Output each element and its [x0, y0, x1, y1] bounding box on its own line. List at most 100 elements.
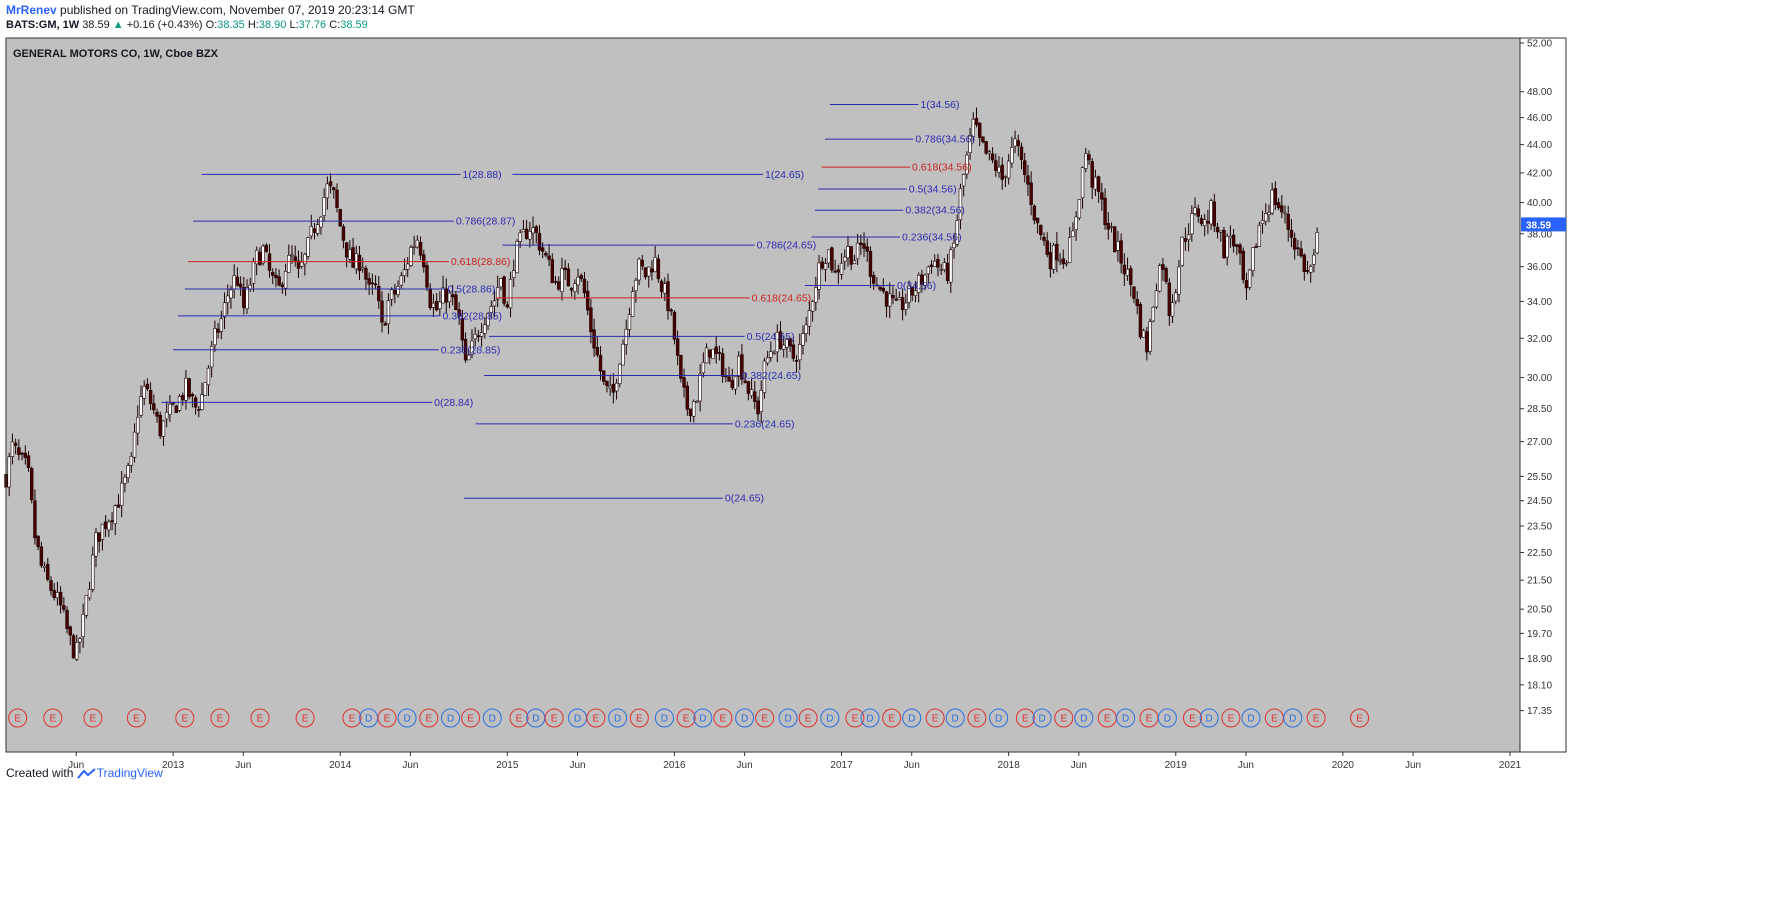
candle-body	[274, 274, 278, 279]
candle-body	[103, 521, 108, 529]
dividend-marker[interactable]: D	[397, 708, 417, 728]
earnings-marker[interactable]: E	[1015, 708, 1035, 728]
earnings-marker[interactable]: E	[461, 708, 481, 728]
y-tick-label: 40.00	[1527, 198, 1552, 209]
event-circle	[461, 708, 481, 728]
dividend-marker[interactable]: D	[654, 708, 674, 728]
dividend-marker[interactable]: D	[1199, 708, 1219, 728]
candle-body	[1109, 226, 1114, 228]
candle-body	[428, 288, 432, 309]
candle-body	[627, 314, 632, 330]
dividend-marker[interactable]: D	[482, 708, 502, 728]
earnings-marker[interactable]: E	[544, 708, 564, 728]
candle-body	[1135, 299, 1139, 306]
event-circle	[693, 708, 713, 728]
candle-body	[843, 256, 847, 262]
candle-body	[303, 253, 307, 265]
candle-body	[258, 251, 262, 266]
candle-body	[1244, 280, 1249, 289]
dividend-marker[interactable]: D	[441, 708, 461, 728]
earnings-marker[interactable]: E	[175, 708, 195, 728]
candle-body	[489, 306, 493, 313]
event-letter: E	[1356, 714, 1363, 725]
earnings-marker[interactable]: E	[377, 708, 397, 728]
candle-body	[280, 284, 285, 288]
earnings-marker[interactable]: E	[1221, 708, 1241, 728]
dividend-marker[interactable]: D	[778, 708, 798, 728]
event-circle	[1182, 708, 1202, 728]
event-letter: D	[447, 714, 454, 725]
earnings-marker[interactable]: E	[250, 708, 270, 728]
candle-body	[136, 416, 140, 434]
candle-body	[393, 289, 397, 295]
earnings-marker[interactable]: E	[43, 708, 63, 728]
earnings-marker[interactable]: E	[586, 708, 606, 728]
candle-body	[798, 344, 802, 361]
candle-body	[441, 287, 445, 304]
earnings-marker[interactable]: E	[83, 708, 103, 728]
earnings-marker[interactable]: E	[342, 708, 362, 728]
dividend-marker[interactable]: D	[693, 708, 713, 728]
dividend-marker[interactable]: D	[820, 708, 840, 728]
dividend-marker[interactable]: D	[902, 708, 922, 728]
candle-body	[794, 360, 799, 362]
dividend-marker[interactable]: D	[1283, 708, 1303, 728]
candle-body	[1180, 236, 1184, 266]
dividend-marker[interactable]: D	[989, 708, 1009, 728]
fib-level-label: 0.786(28.87)	[456, 216, 516, 228]
earnings-marker[interactable]: E	[925, 708, 945, 728]
candle-body	[235, 276, 240, 286]
earnings-marker[interactable]: E	[8, 708, 28, 728]
earnings-marker[interactable]: E	[419, 708, 439, 728]
fib-level-label: 0.618(34.56)	[912, 162, 972, 174]
earnings-marker[interactable]: E	[1350, 708, 1370, 728]
candle-body	[688, 408, 693, 417]
candle-body	[425, 265, 429, 288]
candle-body	[74, 642, 79, 660]
x-tick-label: 2014	[329, 760, 352, 771]
candle-body	[209, 345, 214, 368]
candle-body	[746, 381, 751, 394]
earnings-marker[interactable]: E	[1182, 708, 1202, 728]
dividend-marker[interactable]: D	[1157, 708, 1177, 728]
earnings-marker[interactable]: E	[882, 708, 902, 728]
dividend-marker[interactable]: D	[1241, 708, 1261, 728]
earnings-marker[interactable]: E	[629, 708, 649, 728]
earnings-marker[interactable]: E	[509, 708, 529, 728]
candle-body	[463, 338, 468, 361]
plot-area[interactable]	[6, 38, 1520, 752]
earnings-marker[interactable]: E	[676, 708, 696, 728]
earnings-marker[interactable]: E	[126, 708, 146, 728]
earnings-marker[interactable]: E	[295, 708, 315, 728]
author-link[interactable]: MrRenev	[6, 3, 57, 17]
candle-body	[1273, 188, 1278, 205]
fib-level-label: 0.618(28.86)	[451, 256, 511, 268]
time-axis[interactable]: Jun 2013 Jun 2014 Jun 2015 Jun 2016 Jun 2017 Jun 20…	[68, 752, 1522, 771]
candle-body	[1264, 212, 1268, 222]
event-circle	[1074, 708, 1094, 728]
earnings-marker[interactable]: E	[1306, 708, 1326, 728]
fib-level-label: 0.236(34.56)	[902, 231, 962, 243]
dividend-marker[interactable]: D	[735, 708, 755, 728]
price-axis[interactable]: 52.00 48.00 46.00 44.00 42.00 40.00 38.00 36.00…	[1520, 39, 1552, 718]
dividend-marker[interactable]: D	[1032, 708, 1052, 728]
candle-body	[884, 291, 889, 307]
event-letter: D	[365, 714, 372, 725]
candle-body	[113, 505, 117, 525]
earnings-marker[interactable]: E	[210, 708, 230, 728]
earnings-marker[interactable]: E	[755, 708, 775, 728]
dividend-marker[interactable]: D	[608, 708, 628, 728]
candle-body	[544, 253, 548, 256]
earnings-marker[interactable]: E	[1054, 708, 1074, 728]
earnings-marker[interactable]: E	[845, 708, 865, 728]
earnings-marker[interactable]: E	[713, 708, 733, 728]
dividend-marker[interactable]: D	[1116, 708, 1136, 728]
event-letter: E	[1228, 714, 1235, 725]
dividend-marker[interactable]: D	[860, 708, 880, 728]
dividend-marker[interactable]: D	[1074, 708, 1094, 728]
dividend-marker[interactable]: D	[945, 708, 965, 728]
earnings-marker[interactable]: E	[967, 708, 987, 728]
tradingview-link[interactable]: TradingView	[96, 766, 163, 780]
earnings-marker[interactable]: E	[798, 708, 818, 728]
